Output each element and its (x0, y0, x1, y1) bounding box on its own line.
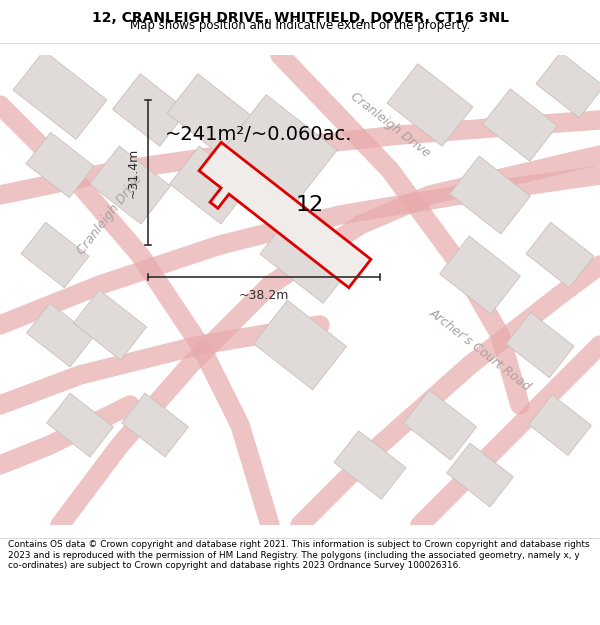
Polygon shape (440, 236, 520, 314)
Polygon shape (21, 222, 89, 288)
Polygon shape (47, 393, 113, 457)
Polygon shape (526, 222, 594, 288)
Polygon shape (260, 207, 360, 303)
Polygon shape (26, 303, 94, 367)
Text: ~241m²/~0.060ac.: ~241m²/~0.060ac. (165, 126, 353, 144)
Polygon shape (403, 390, 476, 460)
Polygon shape (446, 443, 514, 507)
Text: Cranleigh Drive: Cranleigh Drive (347, 90, 433, 160)
Polygon shape (506, 312, 574, 378)
Polygon shape (223, 95, 337, 205)
Polygon shape (167, 74, 253, 156)
Polygon shape (113, 74, 187, 146)
Polygon shape (334, 431, 406, 499)
Text: Archer's Court Road: Archer's Court Road (427, 306, 533, 394)
Text: ~31.4m: ~31.4m (127, 148, 140, 198)
Polygon shape (449, 156, 530, 234)
Polygon shape (26, 132, 94, 198)
Polygon shape (199, 142, 371, 288)
Text: 12, CRANLEIGH DRIVE, WHITFIELD, DOVER, CT16 3NL: 12, CRANLEIGH DRIVE, WHITFIELD, DOVER, C… (91, 11, 509, 24)
Text: ~38.2m: ~38.2m (239, 289, 289, 302)
Polygon shape (536, 52, 600, 118)
Polygon shape (254, 300, 346, 390)
Polygon shape (387, 64, 473, 146)
Text: Cranleigh Drive: Cranleigh Drive (75, 173, 145, 258)
Polygon shape (529, 394, 592, 456)
Polygon shape (482, 89, 557, 161)
Polygon shape (89, 146, 170, 224)
Text: Contains OS data © Crown copyright and database right 2021. This information is : Contains OS data © Crown copyright and d… (8, 540, 589, 570)
Polygon shape (122, 393, 188, 457)
Text: 12: 12 (296, 195, 324, 215)
Polygon shape (13, 51, 107, 139)
Text: Map shows position and indicative extent of the property.: Map shows position and indicative extent… (130, 19, 470, 32)
Polygon shape (73, 290, 146, 360)
Polygon shape (170, 146, 250, 224)
